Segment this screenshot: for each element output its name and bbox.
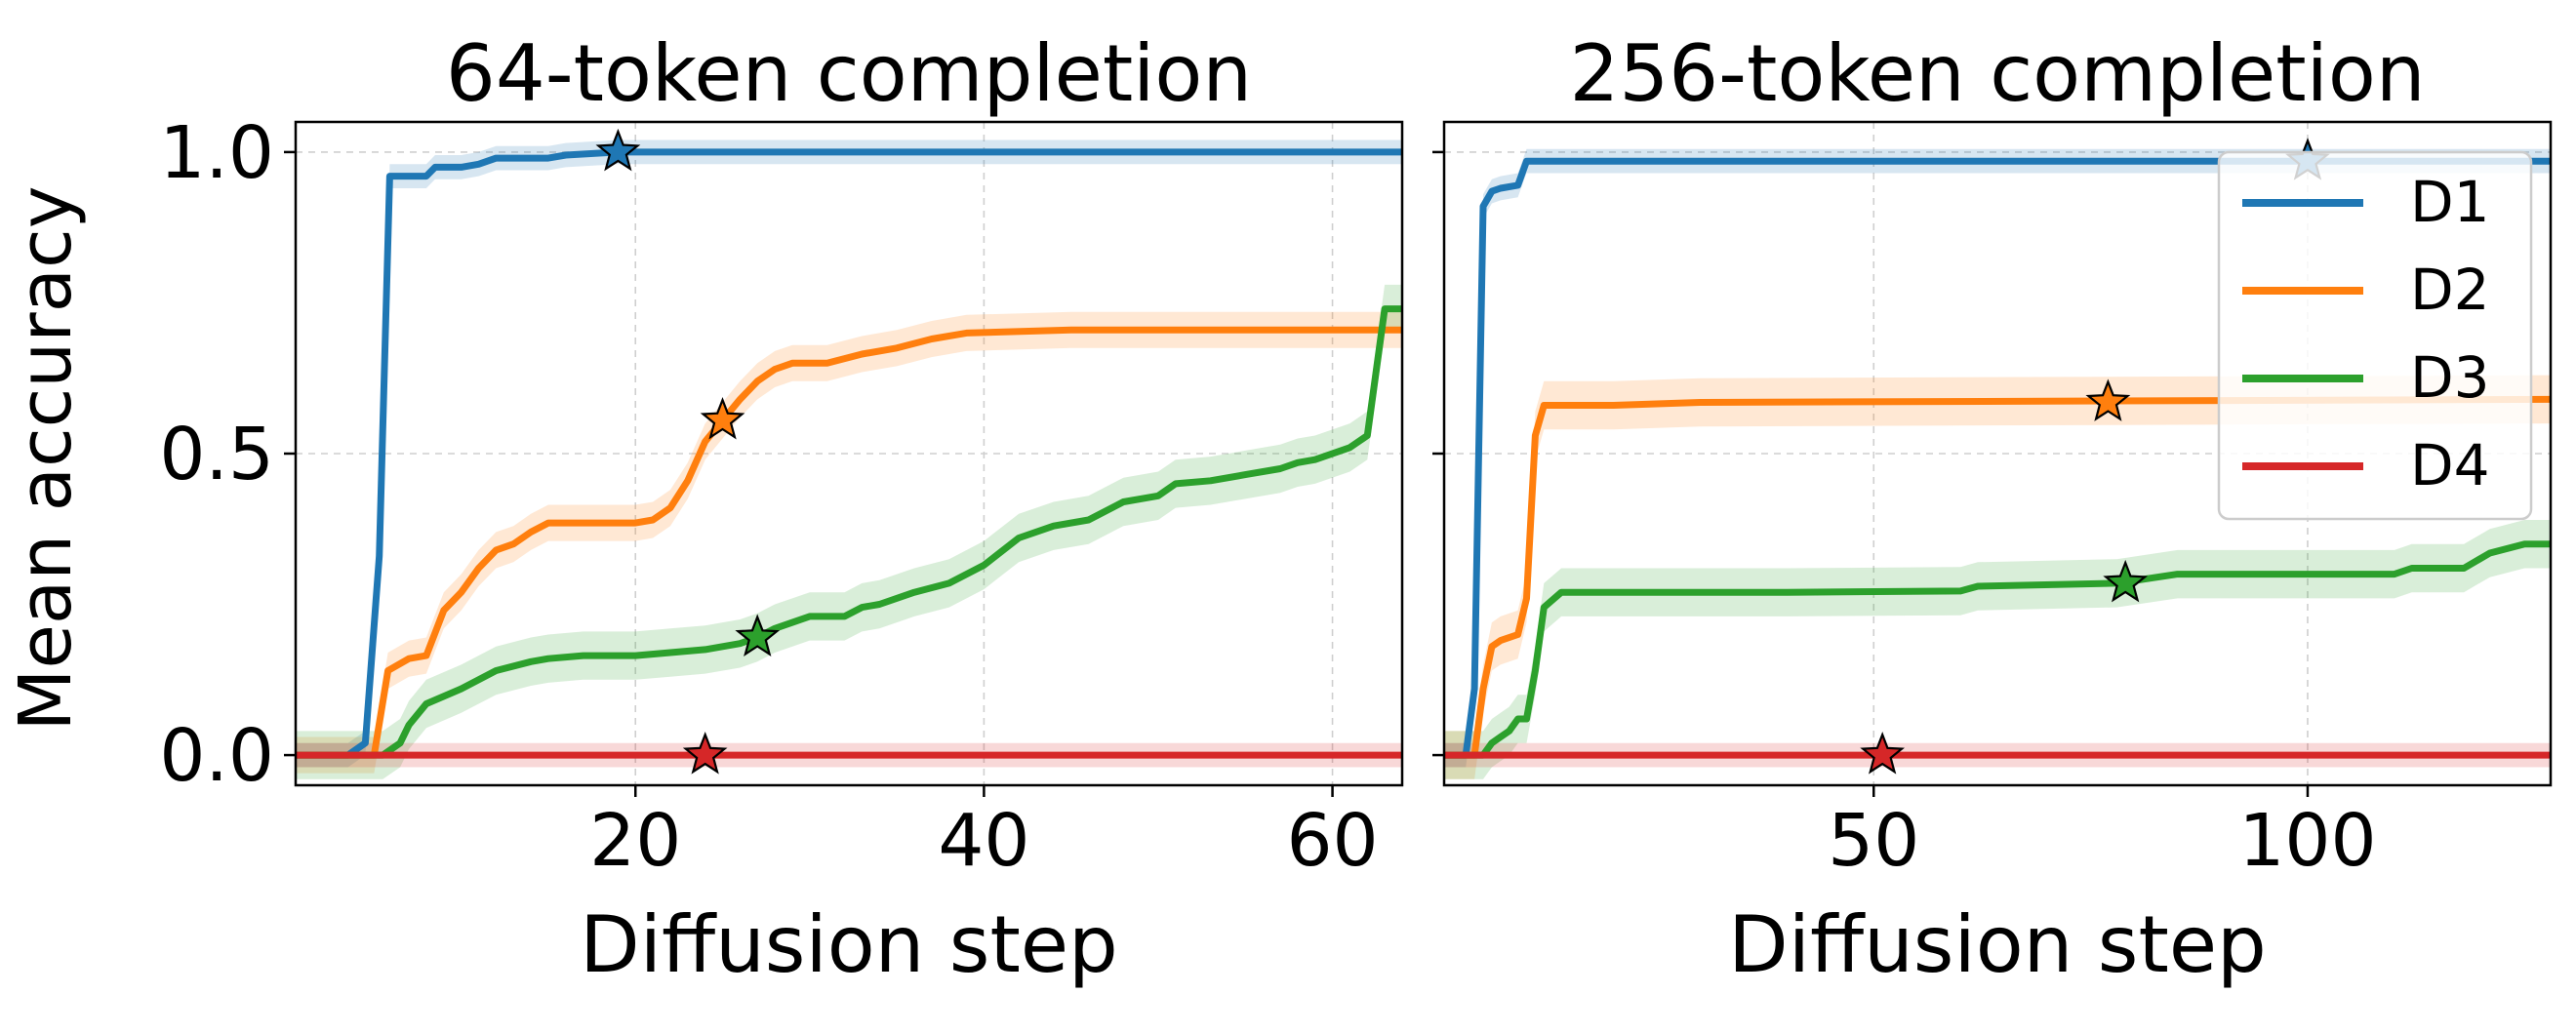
- legend-label-d4: D4: [2410, 432, 2490, 498]
- x-tick-label: 60: [1286, 799, 1378, 883]
- x-axis-label: Diffusion step: [1728, 899, 2267, 990]
- panel-title: 64-token completion: [446, 28, 1252, 119]
- x-tick-label: 40: [938, 799, 1029, 883]
- legend: D1 D2 D3 D4: [2217, 150, 2533, 521]
- legend-label-d3: D3: [2410, 344, 2490, 411]
- axes: 20 40 60 0.0 0.5 1.0 64-token completion Diffus…: [159, 28, 2553, 990]
- star-marker-d2: [700, 396, 745, 440]
- series-line-d1: [296, 148, 1402, 759]
- star-marker-d4: [682, 732, 728, 775]
- series-line-d1: [1444, 157, 2551, 759]
- panel-title: 256-token completion: [1569, 28, 2425, 119]
- y-tick-label: 0.5: [159, 413, 274, 497]
- x-tick-label: 20: [589, 799, 681, 883]
- band-d3: [1444, 520, 2551, 779]
- series-lines: [296, 148, 2551, 759]
- legend-label-d2: D2: [2410, 257, 2490, 323]
- x-tick-label: 100: [2238, 799, 2376, 883]
- series-line-d2: [1444, 395, 2551, 759]
- legend-box: [2217, 150, 2533, 521]
- star-marker-d1: [595, 128, 641, 172]
- series-line-d3: [296, 305, 1402, 759]
- star-marker-d3: [735, 614, 781, 656]
- confidence-bands: [296, 139, 2551, 779]
- star-marker-d2: [2085, 378, 2131, 421]
- series-line-d2: [296, 326, 1402, 759]
- x-tick-label: 50: [1828, 799, 1919, 883]
- star-markers: [595, 128, 2330, 775]
- y-tick-label: 1.0: [159, 111, 274, 195]
- star-marker-d4: [1860, 732, 1905, 775]
- legend-label-d1: D1: [2410, 169, 2490, 235]
- star-marker-d3: [2103, 559, 2149, 603]
- y-tick-label: 0.0: [159, 714, 274, 798]
- y-axis-label: Mean accuracy: [4, 185, 88, 731]
- gridlines: [296, 122, 2551, 785]
- x-axis-label: Diffusion step: [580, 899, 1118, 990]
- series-line-d3: [1444, 540, 2551, 759]
